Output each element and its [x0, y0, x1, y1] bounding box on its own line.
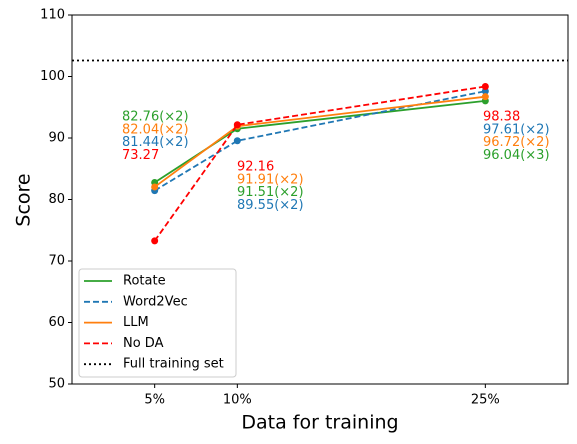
x-tick-label: 25% — [471, 393, 500, 408]
value-label: 91.91(×2) — [237, 172, 304, 187]
y-tick-label: 70 — [48, 254, 65, 269]
x-tick-label: 10% — [223, 393, 252, 408]
legend-label: LLM — [123, 315, 149, 330]
value-label: 82.04(×2) — [122, 122, 189, 137]
plot-frame — [71, 14, 569, 385]
point — [233, 121, 241, 129]
legend-label: Word2Vec — [123, 294, 188, 309]
legend-label: Rotate — [123, 274, 166, 289]
legend-label: No DA — [123, 336, 164, 351]
point — [151, 237, 159, 245]
value-label: 96.72(×2) — [483, 135, 550, 150]
y-axis-label: Score — [13, 173, 35, 226]
legend-label: Full training set — [123, 357, 224, 372]
series-line — [154, 90, 486, 192]
y-tick-label: 110 — [40, 8, 65, 23]
x-axis-label: Data for training — [241, 412, 398, 434]
point — [481, 82, 489, 90]
value-label: 82.76(×2) — [122, 110, 189, 125]
value-label: 97.61(×2) — [483, 122, 550, 137]
value-label: 73.27 — [122, 148, 159, 163]
point — [233, 137, 241, 145]
value-label: 91.51(×2) — [237, 185, 304, 200]
series-line — [153, 85, 486, 242]
value-label: 89.55(×2) — [237, 198, 304, 213]
point — [481, 93, 489, 101]
value-label: 98.38 — [483, 110, 520, 125]
x-tick-label: 5% — [144, 393, 165, 408]
series-line — [154, 95, 486, 188]
y-tick-label: 100 — [40, 69, 65, 84]
y-tick-label: 80 — [48, 192, 65, 207]
value-label: 92.16 — [237, 160, 274, 175]
y-tick-label: 60 — [48, 315, 65, 330]
y-tick-label: 50 — [48, 377, 65, 392]
value-label: 96.04(×3) — [483, 148, 550, 163]
y-tick-label: 90 — [48, 131, 65, 146]
value-label: 81.44(×2) — [122, 135, 189, 150]
legend-box — [78, 268, 237, 378]
point — [151, 183, 159, 191]
